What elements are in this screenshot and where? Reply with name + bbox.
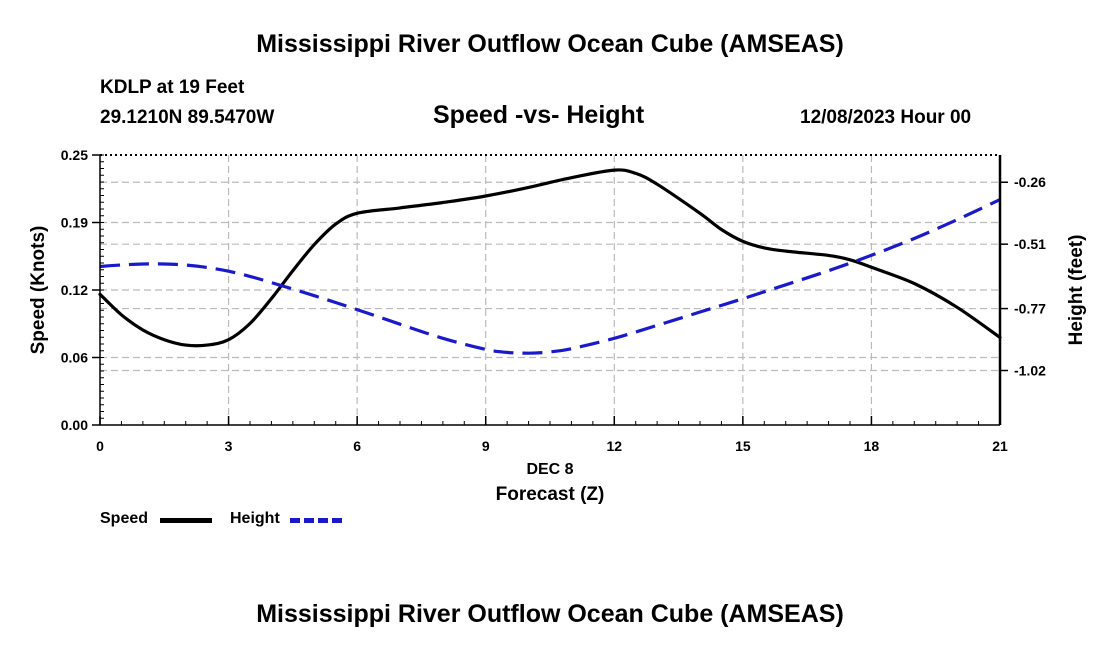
chart-subtitle: Speed -vs- Height	[433, 101, 645, 129]
x-tick-label: 3	[225, 438, 233, 454]
footer-title: Mississippi River Outflow Ocean Cube (AM…	[256, 600, 844, 628]
legend-height-label: Height	[230, 510, 280, 527]
series-line-speed	[98, 168, 1002, 348]
x-tick-label: 15	[735, 438, 751, 454]
y2-tick-label: -1.02	[1014, 363, 1046, 379]
label-layer: 0 3 6 9 12 15 18 21 0.00 0.06 0.12 0.19 0.25 -1.02 -0.…	[28, 147, 1087, 505]
x-tick-label: 12	[606, 438, 622, 454]
y-tick-label: 0.06	[61, 350, 88, 366]
grid-layer	[100, 155, 1000, 425]
date-label: 12/08/2023 Hour 00	[800, 107, 972, 128]
y-tick-label: 0.00	[61, 417, 88, 433]
legend-speed-swatch	[160, 518, 212, 523]
y2-axis-title: Height (feet)	[1066, 235, 1087, 346]
series-layer	[98, 168, 1002, 355]
y2-tick-label: -0.51	[1014, 236, 1046, 252]
x-tick-label: 0	[96, 438, 104, 454]
y-axis-title: Speed (Knots)	[28, 226, 49, 355]
y2-tick-label: -0.77	[1014, 301, 1046, 317]
station-label: KDLP at 19 Feet	[100, 77, 245, 98]
series-line-height	[99, 198, 1001, 355]
y2-tick-label: -0.26	[1014, 174, 1046, 190]
y-tick-label: 0.25	[61, 147, 88, 163]
x-tick-label: 9	[482, 438, 490, 454]
y-tick-label: 0.12	[61, 282, 88, 298]
x-tick-label: 21	[992, 438, 1008, 454]
x-tick-label: 6	[353, 438, 361, 454]
x-tick-label: 18	[864, 438, 880, 454]
x-axis-label: DEC 8	[526, 461, 573, 478]
y-tick-label: 0.19	[61, 215, 88, 231]
legend-height-swatch	[290, 518, 342, 523]
legend-speed-label: Speed	[100, 510, 149, 527]
coordinates-label: 29.1210N 89.5470W	[100, 107, 275, 128]
axes-layer	[92, 154, 1008, 426]
chart-title: Mississippi River Outflow Ocean Cube (AM…	[256, 30, 844, 58]
x-axis-title: Forecast (Z)	[496, 484, 605, 505]
